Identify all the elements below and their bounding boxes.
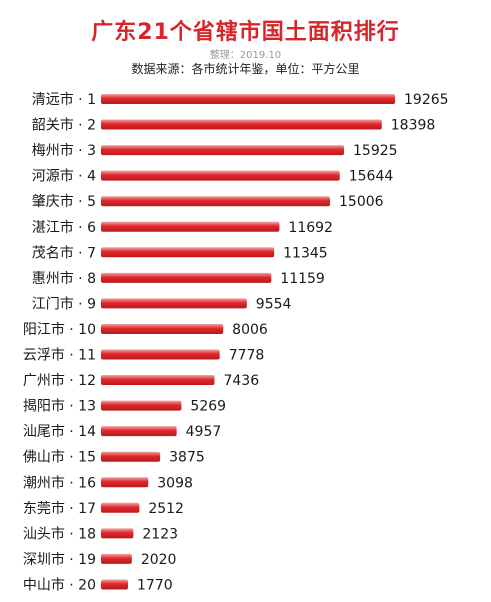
- category-label: 河源市 · 4: [32, 168, 96, 185]
- chart-subtitle: 整理：2019.10: [209, 50, 282, 61]
- category-label: 佛山市 · 15: [23, 449, 96, 466]
- bar: [101, 170, 340, 181]
- value-label: 4957: [186, 424, 222, 440]
- value-label: 3875: [169, 450, 205, 466]
- value-label: 19265: [404, 92, 449, 108]
- bar: [101, 272, 272, 283]
- bar: [101, 375, 215, 386]
- category-label: 潮州市 · 16: [23, 474, 96, 491]
- value-label: 2020: [141, 552, 177, 568]
- value-label: 18398: [391, 118, 436, 134]
- bar: [101, 528, 134, 539]
- category-label: 茂名市 · 7: [32, 244, 96, 261]
- category-label: 江门市 · 9: [32, 295, 96, 312]
- category-label: 湛江市 · 6: [32, 219, 96, 236]
- bar: [101, 145, 345, 156]
- value-label: 15644: [349, 169, 394, 185]
- bar: [101, 94, 395, 104]
- category-label: 揭阳市 · 13: [23, 398, 96, 415]
- value-label: 15925: [353, 143, 398, 159]
- category-label: 东莞市 · 17: [23, 500, 96, 517]
- bar: [101, 477, 149, 488]
- value-label: 5269: [190, 399, 226, 415]
- category-label: 肇庆市 · 5: [32, 193, 96, 210]
- value-label: 7436: [223, 373, 259, 389]
- value-label: 3098: [157, 475, 193, 491]
- bar: [101, 579, 129, 590]
- bar: [101, 400, 182, 411]
- bar: [101, 247, 275, 258]
- category-label: 惠州市 · 8: [32, 270, 96, 287]
- value-label: 11159: [280, 271, 325, 287]
- value-label: 1770: [137, 577, 173, 593]
- value-label: 8006: [232, 322, 268, 338]
- bar: [101, 323, 224, 334]
- category-label: 阳江市 · 10: [23, 321, 96, 338]
- category-label: 广州市 · 12: [23, 372, 96, 389]
- bar: [101, 451, 161, 462]
- chart-title: 广东21个省辖市国土面积排行: [91, 20, 400, 45]
- value-label: 2512: [148, 501, 184, 517]
- bar: [101, 502, 140, 513]
- category-label: 深圳市 · 19: [23, 551, 96, 568]
- category-label: 梅州市 · 3: [32, 142, 96, 159]
- value-label: 11345: [283, 245, 328, 261]
- bar: [101, 349, 220, 360]
- bars-layer: 清远市 · 1 19265 韶关市 · 2 18398 梅州市 · 3 15925 河源市 …: [23, 91, 449, 593]
- value-label: 2123: [142, 526, 178, 542]
- category-label: 汕尾市 · 14: [23, 423, 96, 440]
- bar: [101, 553, 132, 564]
- bar: [101, 298, 247, 309]
- category-label: 韶关市 · 2: [32, 117, 96, 134]
- value-label: 15006: [339, 194, 384, 210]
- value-label: 11692: [288, 220, 333, 236]
- bar: [101, 221, 280, 232]
- value-label: 7778: [229, 348, 265, 364]
- value-label: 9554: [256, 296, 292, 312]
- bar: [101, 196, 331, 207]
- bar: [101, 119, 382, 130]
- chart-source-note: 数据来源：各市统计年鉴，单位：平方公里: [131, 62, 360, 76]
- bar: [101, 426, 177, 437]
- category-label: 清远市 · 1: [32, 91, 96, 108]
- category-label: 云浮市 · 11: [23, 347, 96, 364]
- category-label: 中山市 · 20: [23, 576, 96, 593]
- category-label: 汕头市 · 18: [23, 525, 96, 542]
